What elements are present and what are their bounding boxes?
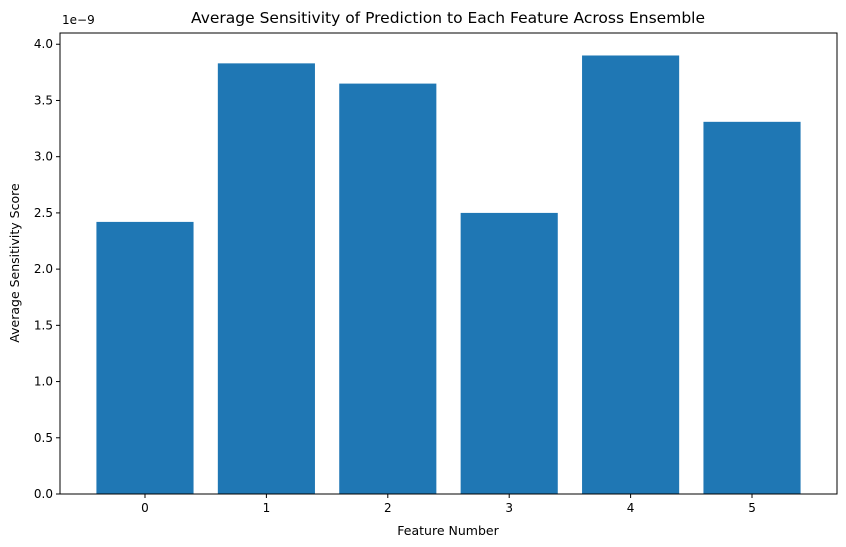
x-tick-label: 1 [263, 501, 271, 515]
x-tick-label: 0 [141, 501, 149, 515]
y-tick-label: 4.0 [34, 37, 53, 51]
y-tick-label: 0.0 [34, 487, 53, 501]
y-tick-label: 2.5 [34, 206, 53, 220]
y-tick-label: 3.5 [34, 93, 53, 107]
y-tick-label: 3.0 [34, 150, 53, 164]
y-tick-label: 1.0 [34, 375, 53, 389]
bar-feature-5 [703, 121, 801, 494]
x-axis-ticks: 0 1 2 3 4 5 [141, 494, 756, 515]
x-tick-label: 4 [627, 501, 635, 515]
plot-frame [59, 32, 838, 495]
x-axis-label: Feature Number [397, 523, 499, 538]
y-offset-label: 1e−9 [62, 13, 95, 27]
y-axis-label: Average Sensitivity Score [7, 183, 22, 343]
chart-title: Average Sensitivity of Prediction to Eac… [191, 9, 705, 27]
bar-feature-2 [339, 83, 437, 494]
x-tick-label: 5 [748, 501, 756, 515]
y-tick-label: 2.0 [34, 262, 53, 276]
y-tick-label: 1.5 [34, 318, 53, 332]
x-tick-label: 3 [505, 501, 513, 515]
bars-group [96, 55, 801, 495]
bar-feature-1 [217, 63, 315, 495]
y-tick-label: 0.5 [34, 431, 53, 445]
bar-feature-3 [460, 212, 558, 494]
y-axis-ticks: 0.0 0.5 1.0 1.5 2.0 2.5 3.0 3.5 4.0 [34, 37, 60, 501]
bar-feature-0 [96, 221, 194, 494]
x-tick-label: 2 [384, 501, 392, 515]
bar-feature-4 [582, 55, 680, 495]
